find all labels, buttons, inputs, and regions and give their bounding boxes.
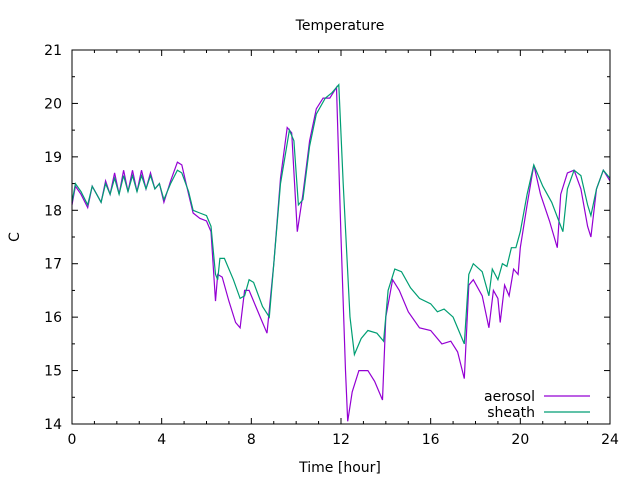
y-tick-label: 21 (44, 43, 62, 59)
x-tick-label: 12 (332, 432, 350, 448)
y-tick-label: 15 (44, 364, 62, 380)
series-line-sheath (71, 83, 611, 357)
y-tick-label: 17 (44, 257, 62, 273)
legend-label-sheath: sheath (487, 405, 535, 421)
plot-frame (71, 49, 611, 425)
y-tick-label: 19 (44, 150, 62, 166)
x-tick-label: 16 (422, 432, 440, 448)
chart-title: Temperature (295, 18, 385, 34)
x-axis-label: Time [hour] (298, 460, 381, 476)
y-tick-label: 14 (44, 417, 62, 433)
y-tick-label: 16 (44, 310, 62, 326)
y-tick-label: 18 (44, 203, 62, 219)
x-tick-label: 4 (157, 432, 166, 448)
x-tick-label: 0 (68, 432, 77, 448)
y-tick-label: 20 (44, 96, 62, 112)
x-tick-label: 24 (601, 432, 619, 448)
x-tick-label: 20 (511, 432, 529, 448)
legend-label-aerosol: aerosol (484, 389, 535, 405)
x-tick-label: 8 (247, 432, 256, 448)
y-axis-label: C (7, 232, 23, 242)
